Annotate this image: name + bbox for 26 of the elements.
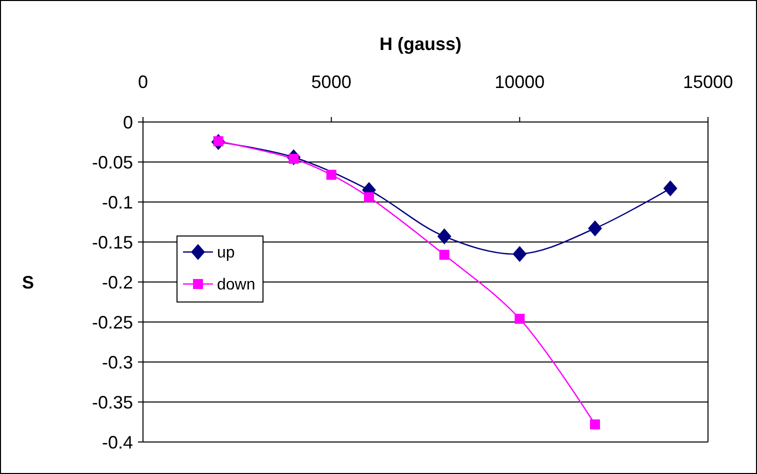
y-tick-label: -0.25: [92, 312, 133, 332]
point: [590, 419, 600, 430]
x-axis-title: H (gauss): [379, 34, 462, 54]
y-tick-label: -0.15: [92, 232, 133, 252]
y-tick-label: -0.05: [92, 152, 133, 172]
y-tick-label: -0.1: [102, 192, 133, 212]
y-axis-title: S: [22, 272, 34, 292]
point: [326, 170, 336, 180]
x-tick-label: 15000: [682, 72, 734, 92]
point: [437, 228, 452, 244]
y-tick-label: 0: [122, 112, 133, 132]
x-tick-label: 0: [138, 72, 148, 92]
y-tick-label: -0.2: [102, 272, 133, 292]
y-tick-label: -0.4: [102, 432, 133, 452]
y-tick-label: -0.35: [92, 392, 133, 412]
point: [514, 314, 525, 324]
point: [663, 180, 678, 196]
point: [364, 192, 374, 202]
point: [439, 250, 450, 260]
x-tick-label: 10000: [494, 72, 545, 92]
x-tick-label: 5000: [311, 72, 352, 92]
point: [512, 246, 527, 262]
legend-label: up: [217, 244, 235, 262]
legend-label: down: [217, 276, 256, 294]
y-tick-label: -0.3: [102, 352, 133, 372]
point: [588, 220, 602, 236]
